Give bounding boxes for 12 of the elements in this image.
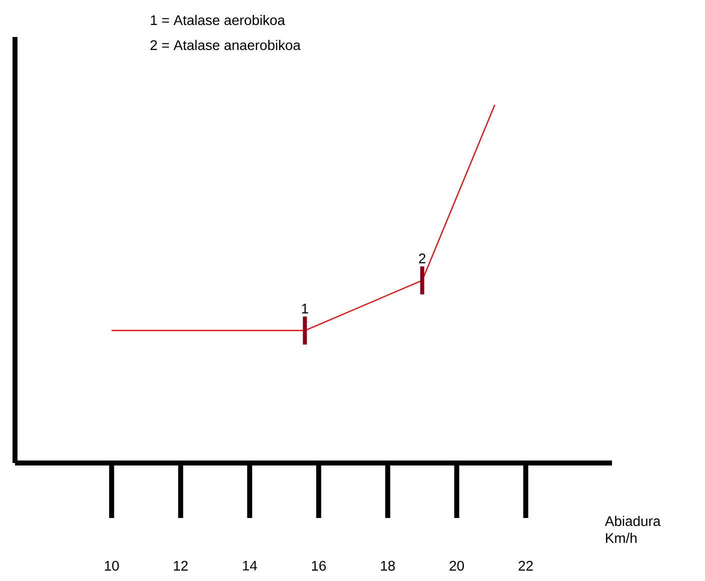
x-tick-label: 22 (518, 560, 533, 571)
x-tick-label: 18 (381, 560, 395, 571)
annotation: 2 (419, 253, 426, 264)
x-tick-label: 10 (104, 560, 119, 571)
text: 1 = Atalase aerobikoa (150, 14, 286, 26)
annotation: 1 (302, 304, 308, 314)
x-tick-label: 16 (312, 560, 326, 571)
text: 2 = Atalase anaerobikoa (150, 40, 301, 50)
x-axis-title: Abiadura Km/h (604, 516, 661, 544)
x-tick-label: 14 (242, 560, 258, 570)
x-tick-label: 12 (174, 560, 188, 571)
x-tick-label: 20 (450, 560, 464, 571)
